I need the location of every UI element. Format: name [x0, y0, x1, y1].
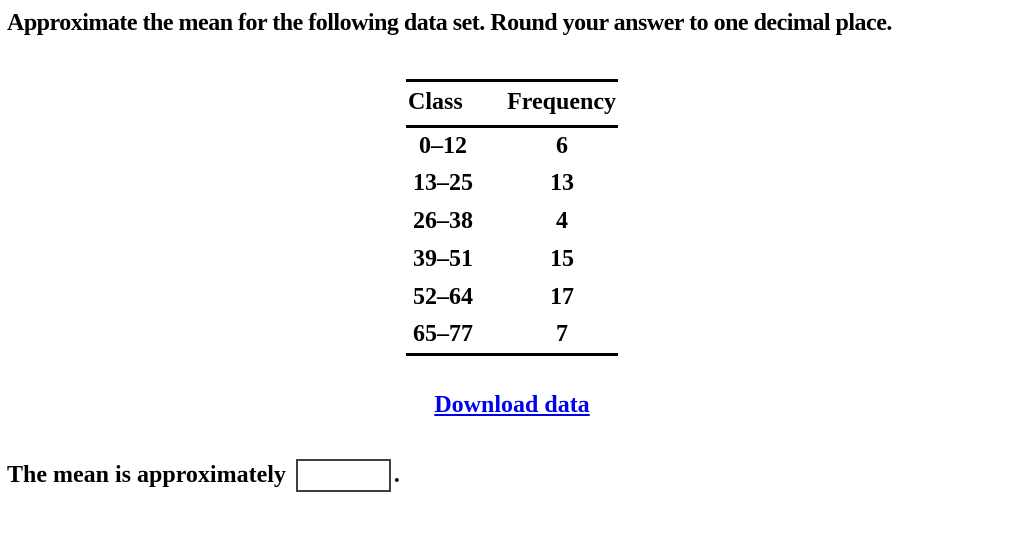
class-range: 13–25 [413, 170, 473, 196]
download-data-link[interactable]: Download data [434, 392, 590, 418]
frequency-value: 17 [550, 284, 574, 310]
answer-period: . [393, 462, 400, 488]
answer-row: The mean is approximately . [7, 459, 1024, 492]
column-header-class: Class [406, 80, 494, 128]
class-range: 0–12 [419, 132, 467, 159]
frequency-value: 7 [556, 321, 568, 348]
frequency-value: 13 [550, 170, 574, 196]
class-range: 52–64 [413, 284, 473, 310]
table-row: 0–12 6 [406, 127, 618, 165]
class-range: 26–38 [413, 208, 473, 234]
frequency-value: 15 [550, 246, 574, 272]
table-row: 39–51 15 [406, 241, 618, 279]
frequency-value: 6 [556, 132, 568, 159]
table-row: 13–25 13 [406, 165, 618, 203]
column-header-frequency: Frequency [494, 80, 618, 128]
class-range: 65–77 [413, 321, 473, 348]
question-text: Approximate the mean for the following d… [7, 10, 892, 36]
answer-prompt: The mean is approximately [7, 462, 286, 488]
table-header-row: Class Frequency [406, 80, 618, 128]
table-row: 52–64 17 [406, 279, 618, 317]
frequency-value: 4 [556, 208, 568, 234]
table-row: 65–77 7 [406, 317, 618, 355]
download-link-row: Download data [0, 392, 1024, 419]
mean-answer-input[interactable] [295, 459, 391, 492]
frequency-table: Class Frequency 0–12 6 13–25 13 26–38 4 … [406, 79, 618, 356]
class-range: 39–51 [413, 246, 473, 272]
table-row: 26–38 4 [406, 203, 618, 241]
